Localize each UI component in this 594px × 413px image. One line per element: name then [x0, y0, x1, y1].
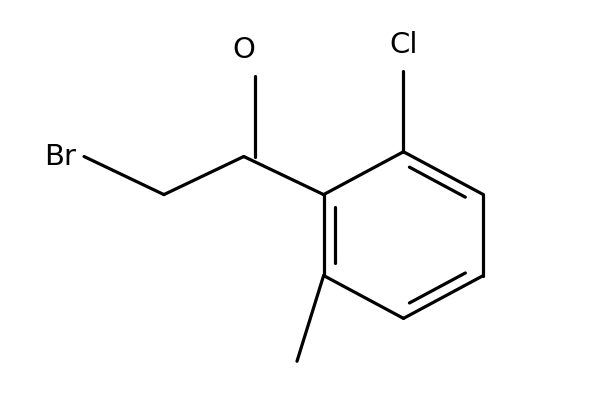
Text: Cl: Cl [389, 31, 418, 59]
Text: Br: Br [44, 142, 76, 171]
Text: O: O [232, 36, 255, 64]
